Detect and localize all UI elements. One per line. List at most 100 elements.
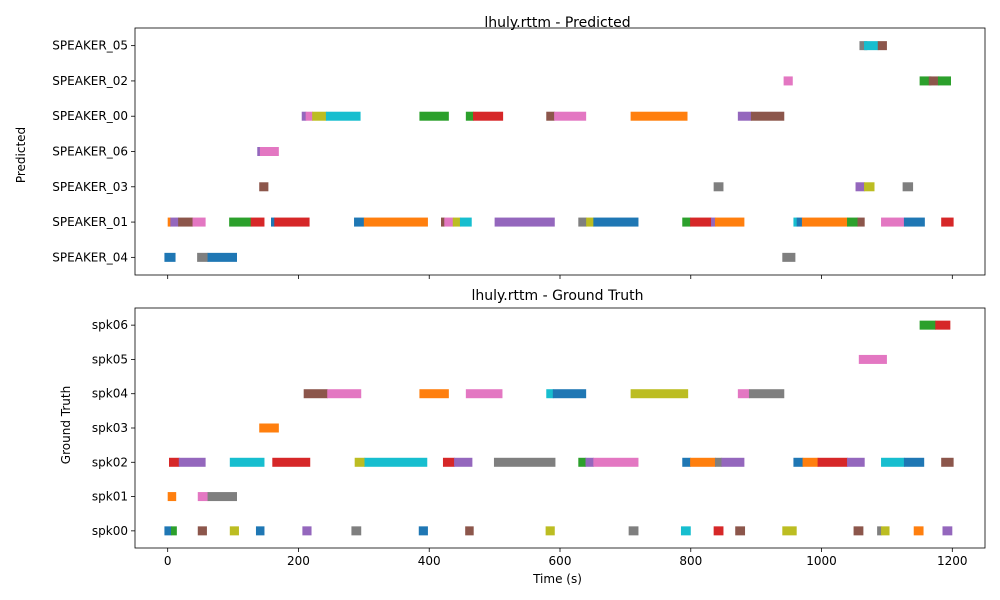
segment-spk04: [303, 389, 328, 399]
segment-speaker_00: [750, 111, 785, 121]
segment-spk02: [178, 457, 206, 467]
segment-speaker_05: [864, 41, 879, 51]
segment-speaker_01: [801, 217, 848, 227]
segment-speaker_01: [586, 217, 594, 227]
segment-spk02: [802, 457, 819, 467]
segment-spk02: [493, 457, 556, 467]
segment-spk02: [881, 457, 905, 467]
segment-spk02: [714, 457, 723, 467]
segment-speaker_00: [312, 111, 327, 121]
segment-speaker_01: [229, 217, 252, 227]
segment-spk00: [351, 526, 362, 536]
y-tick-label: spk06: [92, 318, 128, 332]
y-tick-label: SPEAKER_00: [52, 109, 128, 123]
segment-spk00: [713, 526, 724, 536]
segment-spk04: [630, 389, 689, 399]
y-tick-label: spk02: [92, 455, 128, 469]
segment-speaker_01: [714, 217, 745, 227]
x-tick-label: 1200: [937, 554, 968, 568]
segment-spk01: [207, 492, 237, 502]
segment-speaker_02: [783, 76, 793, 86]
segment-speaker_03: [864, 182, 875, 192]
segment-spk04: [748, 389, 785, 399]
segment-spk00: [302, 526, 312, 536]
segment-spk02: [578, 457, 587, 467]
segment-spk02: [229, 457, 265, 467]
segment-speaker_05: [877, 41, 887, 51]
x-tick-label: 400: [418, 554, 441, 568]
segment-spk05: [858, 354, 887, 364]
segment-spk02: [903, 457, 925, 467]
segment-speaker_05: [859, 41, 868, 51]
segment-speaker_04: [164, 252, 176, 262]
y-tick-label: SPEAKER_01: [52, 215, 128, 229]
segment-spk00: [164, 526, 172, 536]
segment-spk04: [737, 389, 750, 399]
segment-spk00: [170, 526, 177, 536]
segment-spk02: [817, 457, 848, 467]
segment-spk02: [593, 457, 639, 467]
segment-spk00: [418, 526, 428, 536]
segment-spk02: [169, 457, 180, 467]
segment-speaker_01: [578, 217, 587, 227]
segment-speaker_02: [937, 76, 951, 86]
segment-spk01: [197, 492, 209, 502]
segment-speaker_01: [271, 217, 275, 227]
segment-speaker_01: [444, 217, 454, 227]
segment-spk02: [272, 457, 311, 467]
x-tick-label: 200: [287, 554, 310, 568]
segment-spk02: [364, 457, 428, 467]
segment-spk00: [628, 526, 639, 536]
segment-speaker_00: [737, 111, 752, 121]
y-tick-label: spk01: [92, 490, 128, 504]
segment-spk06: [935, 320, 951, 330]
segment-speaker_00: [419, 111, 449, 121]
segment-spk02: [354, 457, 366, 467]
segment-speaker_01: [459, 217, 472, 227]
segment-speaker_01: [452, 217, 461, 227]
segment-spk00: [545, 526, 555, 536]
segment-speaker_04: [782, 252, 796, 262]
segment-spk00: [255, 526, 265, 536]
segment-speaker_01: [682, 217, 691, 227]
segment-spk02: [682, 457, 691, 467]
segment-spk02: [721, 457, 745, 467]
segment-spk04: [327, 389, 362, 399]
segment-speaker_00: [465, 111, 474, 121]
segment-speaker_01: [178, 217, 194, 227]
segment-spk02: [690, 457, 716, 467]
predicted-ylabel: Predicted: [14, 127, 28, 183]
y-tick-label: SPEAKER_06: [52, 145, 128, 159]
segment-speaker_01: [274, 217, 310, 227]
segment-spk00: [881, 526, 890, 536]
segment-speaker_01: [793, 217, 798, 227]
segment-spk00: [913, 526, 924, 536]
segment-speaker_03: [259, 182, 269, 192]
segment-speaker_01: [593, 217, 639, 227]
segment-speaker_01: [941, 217, 954, 227]
segment-speaker_00: [546, 111, 555, 121]
segment-speaker_01: [170, 217, 179, 227]
ground-truth-title: lhuly.rttm - Ground Truth: [471, 288, 643, 304]
segment-speaker_03: [713, 182, 724, 192]
segment-spk04: [546, 389, 554, 399]
y-tick-label: spk03: [92, 421, 128, 435]
y-tick-label: spk04: [92, 387, 128, 401]
segment-speaker_00: [473, 111, 504, 121]
segment-speaker_00: [325, 111, 361, 121]
segment-spk02: [793, 457, 804, 467]
segment-spk06: [919, 320, 936, 330]
segment-spk00: [782, 526, 797, 536]
x-tick-label: 1000: [806, 554, 837, 568]
y-tick-label: spk00: [92, 524, 128, 538]
x-tick-label: 600: [549, 554, 572, 568]
segment-spk00: [735, 526, 746, 536]
segment-spk03: [259, 423, 279, 433]
segment-speaker_01: [363, 217, 428, 227]
segment-spk02: [585, 457, 594, 467]
segment-spk02: [454, 457, 473, 467]
y-tick-label: spk05: [92, 352, 128, 366]
ground-truth-panel: lhuly.rttm - Ground Truth Ground Truth T…: [59, 288, 986, 586]
y-tick-label: SPEAKER_02: [52, 74, 128, 88]
